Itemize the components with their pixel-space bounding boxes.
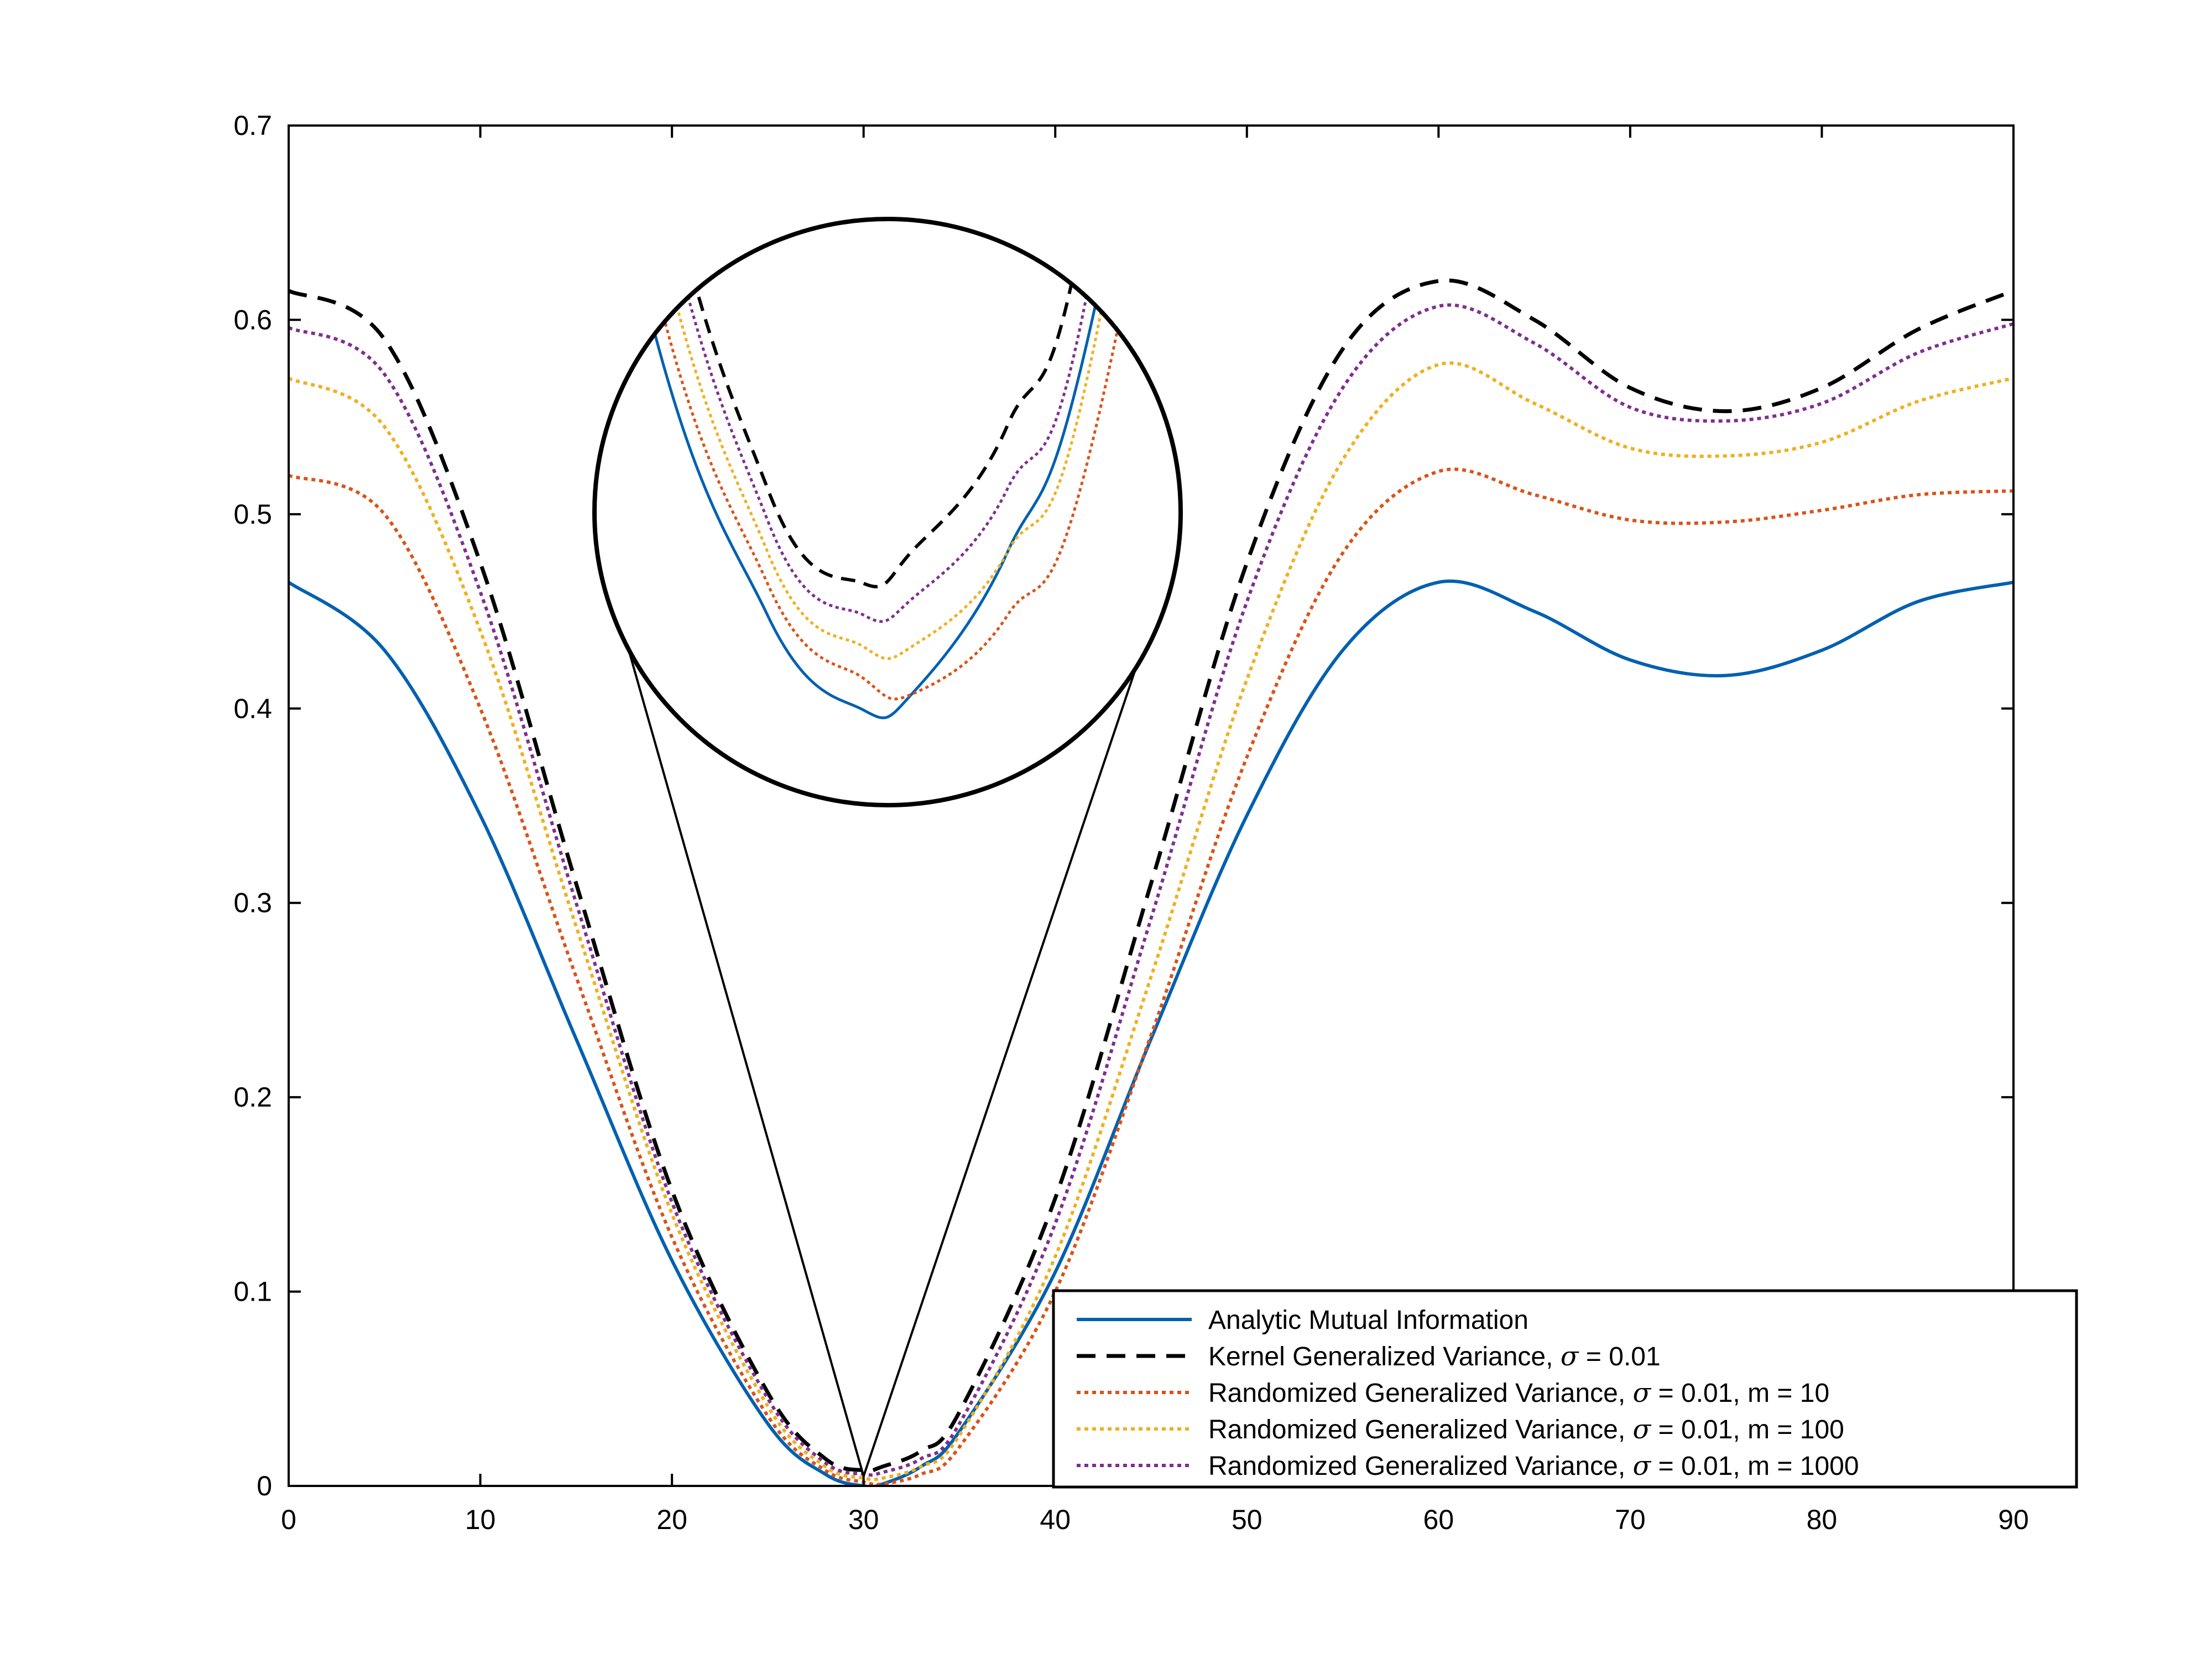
legend-label-2: Kernel Generalized Variance, σ = 0.01 — [1208, 1341, 1661, 1372]
y-tick-label: 0.7 — [233, 110, 272, 141]
legend: Analytic Mutual Information Kernel Genera… — [1052, 1289, 2078, 1489]
zoom-series-line-2 — [594, 219, 1181, 588]
legend-label-5: Randomized Generalized Variance, σ = 0.0… — [1208, 1451, 1859, 1481]
legend-box — [1052, 1289, 2078, 1489]
legend-label-1: Analytic Mutual Information — [1208, 1306, 1528, 1335]
series-line-5 — [289, 303, 2013, 1477]
zoom-series-line-4 — [594, 219, 1181, 660]
series-layer — [289, 278, 2013, 1486]
series-line-4 — [289, 361, 2013, 1481]
series-line-3 — [289, 467, 2013, 1486]
y-tick-label: 0 — [257, 1470, 272, 1501]
series-line-1 — [289, 579, 2013, 1486]
x-tick-label: 80 — [1807, 1504, 1838, 1535]
x-tick-label: 40 — [1040, 1504, 1071, 1535]
x-tick-label: 10 — [465, 1504, 496, 1535]
legend-label-3: Randomized Generalized Variance, σ = 0.0… — [1208, 1378, 1829, 1408]
zoom-series-line-1 — [594, 219, 1181, 719]
zoom-connector-right — [862, 564, 1172, 1477]
x-tick-label: 20 — [656, 1504, 687, 1535]
y-tick-label: 0.1 — [233, 1276, 272, 1307]
zoom-inset — [592, 217, 1183, 1477]
series-line-2 — [289, 278, 2013, 1473]
x-tick-label: 50 — [1232, 1504, 1262, 1535]
zoom-series-group — [594, 219, 1181, 719]
zoom-lens-border — [592, 217, 1183, 807]
plot-background — [289, 126, 2013, 1486]
x-tick-label: 0 — [281, 1504, 296, 1535]
ticks-layer: 0 10 20 30 40 50 60 70 80 90 0 0.1 0.2 0.3 0.4 0.5 0.6 0.… — [233, 110, 2028, 1535]
y-tick-label: 0.3 — [233, 888, 272, 919]
x-tick-label: 60 — [1423, 1504, 1454, 1535]
y-tick-label: 0.5 — [233, 499, 272, 530]
zoom-lens-background — [594, 219, 1181, 805]
y-tick-label: 0.4 — [233, 693, 272, 724]
y-tick-label: 0.2 — [233, 1082, 272, 1113]
legend-label-4: Randomized Generalized Variance, σ = 0.0… — [1208, 1414, 1844, 1445]
zoom-connector-left — [603, 564, 865, 1477]
y-tick-label: 0.6 — [233, 304, 272, 335]
x-tick-label: 90 — [1998, 1504, 2029, 1535]
x-tick-label: 30 — [848, 1504, 879, 1535]
x-tick-label: 70 — [1615, 1504, 1646, 1535]
